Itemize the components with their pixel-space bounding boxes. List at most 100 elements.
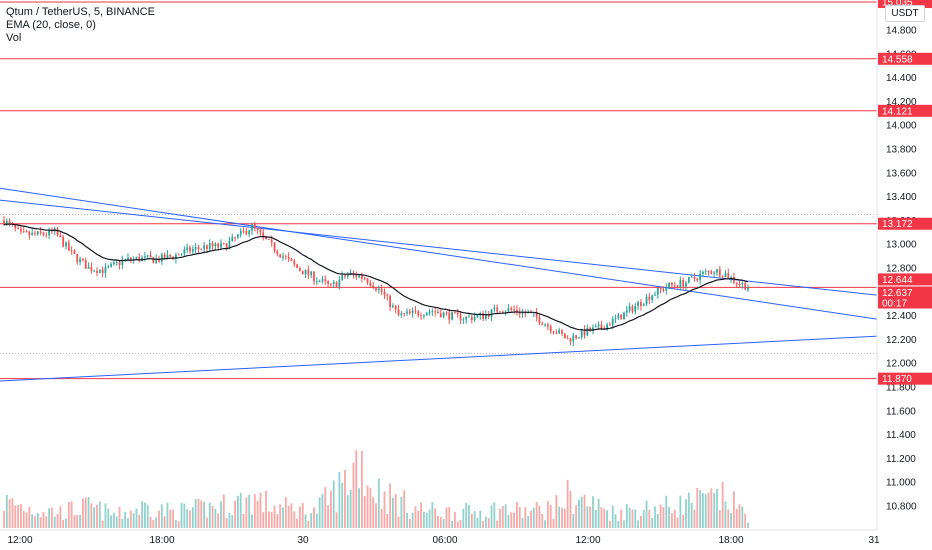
candle-body — [313, 271, 315, 282]
volume-bar — [53, 516, 56, 528]
candle-body — [186, 247, 189, 250]
volume-bar — [716, 488, 718, 528]
volume-bar — [620, 509, 623, 528]
candle-body — [344, 275, 346, 277]
volume-bar — [687, 492, 690, 528]
volume-bar — [586, 506, 589, 528]
price-tick-label: 11.800 — [886, 383, 916, 394]
candle-body — [445, 312, 448, 314]
candle-body — [217, 243, 220, 248]
candle-body — [642, 304, 645, 306]
candle-body — [448, 312, 451, 320]
volume-bar — [575, 505, 577, 528]
volume-bar — [597, 498, 600, 528]
time-axis[interactable]: 12:00 18:00 30 06:00 12:00 18:00 31 — [0, 529, 932, 550]
price-tick-label: 12.800 — [886, 264, 917, 275]
volume-bar — [375, 503, 377, 528]
ema-line — [3, 223, 749, 331]
candle-body — [747, 287, 749, 290]
candle-body — [451, 312, 453, 320]
volume-bar — [383, 491, 386, 528]
volume-bar — [724, 501, 727, 528]
volume-bar — [614, 514, 617, 528]
volume-bar — [225, 518, 228, 528]
volume-bar — [56, 514, 59, 528]
candle-body — [420, 315, 422, 317]
volume-bar — [28, 507, 31, 528]
candle-body — [160, 254, 163, 262]
volume-bar — [124, 511, 127, 528]
candle-body — [358, 275, 360, 278]
candle-body — [614, 318, 617, 319]
volume-bar — [741, 506, 744, 528]
candle-body — [485, 314, 487, 319]
candle-body — [318, 281, 321, 282]
candle-body — [654, 294, 656, 296]
volume-bar — [138, 514, 141, 528]
ema-indicator-label[interactable]: EMA (20, close, 0) — [6, 19, 96, 31]
candle-body — [578, 337, 580, 338]
volume-bar — [645, 500, 648, 528]
volume-bar — [727, 509, 730, 528]
horizontal-levels[interactable] — [0, 1, 877, 380]
price-tick-label: 12.400 — [886, 311, 917, 322]
volume-bar — [299, 506, 301, 528]
volume-bar — [135, 508, 138, 528]
candle-body — [648, 296, 651, 301]
candle-body — [380, 288, 383, 292]
volume-bar — [20, 504, 22, 528]
level-price-tag-countdown: 00:17 — [882, 299, 907, 310]
candle-body — [65, 242, 67, 247]
candle-body — [265, 236, 267, 239]
candle-body — [482, 313, 484, 319]
volume-bar — [403, 490, 406, 528]
volume-bar — [191, 507, 194, 528]
volume-bar — [183, 503, 186, 528]
volume-bar — [110, 515, 112, 528]
candle-body — [397, 309, 400, 315]
candle-body — [225, 243, 228, 249]
candle-body — [411, 310, 414, 313]
volume-bar — [530, 510, 532, 528]
volume-bar — [485, 516, 487, 528]
candle-body — [606, 324, 608, 330]
candle-body — [589, 327, 592, 332]
volume-bar — [408, 518, 411, 528]
symbol-title[interactable]: Qtum / TetherUS, 5, BINANCE — [6, 6, 155, 18]
price-tick-label: 11.600 — [886, 406, 916, 417]
volume-bar — [501, 505, 504, 528]
candle-body — [301, 270, 304, 275]
volume-bar — [90, 503, 93, 528]
volume-bar — [349, 490, 352, 528]
current-price-tag-bg — [878, 273, 932, 286]
volume-bar — [361, 451, 363, 528]
volume-bar — [284, 496, 287, 528]
candle-body — [5, 220, 8, 225]
candle-body — [366, 278, 369, 283]
volume-bar — [22, 511, 25, 528]
candle-body — [369, 282, 372, 286]
volume-bar — [718, 510, 721, 528]
candle-body — [84, 260, 87, 269]
volume-bar — [73, 515, 76, 528]
candle-body — [155, 258, 158, 263]
candle-body — [702, 271, 704, 274]
chart-legend: Qtum / TetherUS, 5, BINANCE EMA (20, clo… — [6, 6, 155, 45]
candle-body — [631, 306, 634, 312]
volume-bar — [558, 506, 561, 528]
candle-body — [724, 273, 727, 278]
volume-bar — [425, 513, 428, 528]
candle-body — [487, 314, 490, 317]
volume-bar — [87, 496, 90, 528]
trendlines[interactable] — [0, 187, 883, 382]
currency-button[interactable]: USDT — [885, 5, 925, 22]
candle-body — [552, 331, 555, 333]
volume-indicator-label[interactable]: Vol — [6, 32, 22, 44]
candle-body — [234, 236, 236, 238]
candle-body — [335, 282, 338, 287]
volume-bar — [287, 505, 290, 528]
volume-bar — [358, 488, 360, 528]
volume-bar — [552, 518, 555, 528]
volume-bar — [25, 512, 28, 528]
